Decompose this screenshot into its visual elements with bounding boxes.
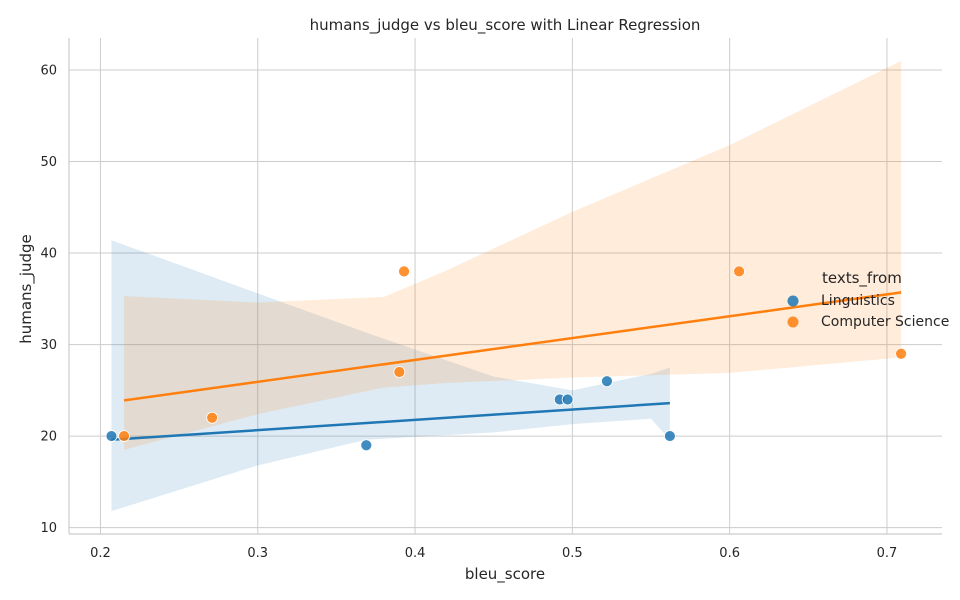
grid-lines: [69, 38, 942, 534]
regression-line-linguistics: [111, 401, 670, 441]
point-linguistics: [561, 393, 574, 406]
point-computer-science: [895, 347, 908, 360]
y-tick-label: 20: [40, 430, 57, 445]
x-axis-label: bleu_score: [465, 565, 545, 584]
y-tick-labels: 10 20 30 40 50 60: [40, 64, 57, 537]
y-tick-label: 10: [40, 521, 57, 536]
point-linguistics: [105, 430, 118, 442]
regression-lines: [111, 291, 902, 441]
legend-label-computer-science: Computer Science: [821, 314, 949, 330]
chart-title: humans_judge vs bleu_score with Linear R…: [310, 16, 701, 35]
point-computer-science: [118, 430, 130, 442]
x-tick-label: 0.3: [247, 546, 268, 561]
legend-marker-computer-science: [787, 316, 799, 328]
point-computer-science: [206, 411, 219, 424]
x-tick-label: 0.6: [719, 546, 740, 561]
data-points: [105, 265, 908, 452]
x-tick-label: 0.5: [562, 546, 583, 561]
ci-band-linguistics: [111, 240, 670, 512]
x-tick-labels: 0.2 0.3 0.4 0.5 0.6 0.7: [90, 546, 897, 561]
legend: texts_from Linguistics Computer Science: [787, 269, 949, 330]
x-tick-label: 0.4: [405, 546, 426, 561]
x-tick-label: 0.2: [90, 546, 111, 561]
legend-marker-linguistics: [787, 295, 799, 307]
point-linguistics: [360, 439, 373, 452]
point-computer-science: [733, 265, 745, 278]
point-computer-science: [393, 366, 406, 378]
y-tick-label: 60: [40, 64, 57, 79]
y-tick-label: 30: [40, 338, 57, 353]
point-linguistics: [663, 430, 676, 442]
legend-title: texts_from: [822, 269, 902, 288]
y-axis-label: humans_judge: [17, 234, 36, 344]
point-linguistics: [601, 375, 613, 388]
y-tick-label: 40: [40, 247, 57, 262]
x-tick-label: 0.7: [877, 546, 898, 561]
ci-band-computer-science: [124, 60, 902, 450]
axes-spines: [68, 38, 942, 535]
point-computer-science: [398, 265, 410, 278]
regression-line-computer-science: [123, 291, 902, 402]
y-tick-label: 50: [40, 155, 57, 170]
confidence-bands: [111, 60, 902, 512]
legend-label-linguistics: Linguistics: [821, 293, 895, 309]
